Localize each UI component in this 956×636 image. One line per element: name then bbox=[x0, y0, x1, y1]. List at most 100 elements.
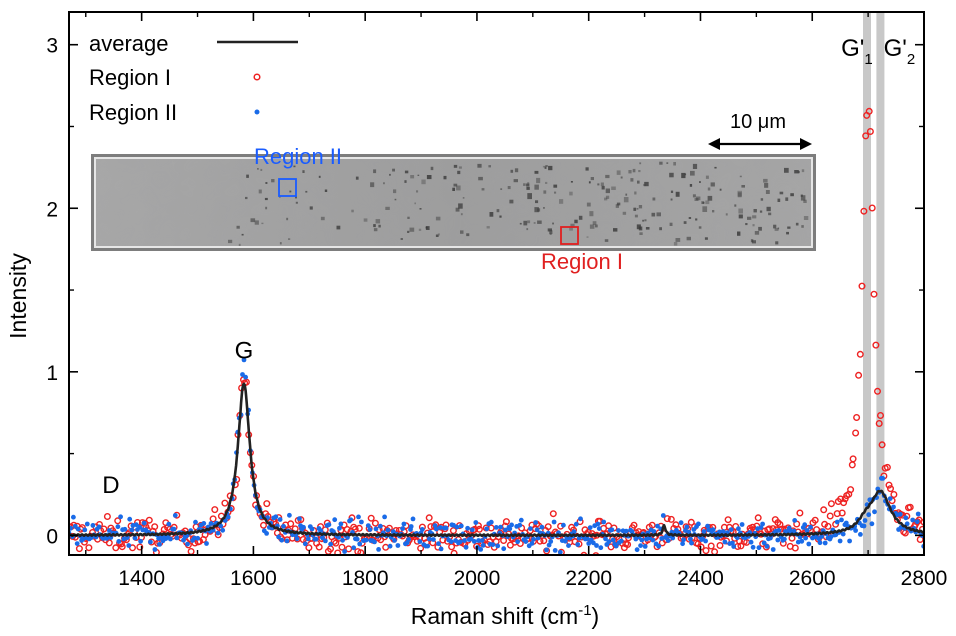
inset-spot bbox=[534, 207, 539, 213]
inset-spot bbox=[527, 182, 530, 185]
region2-point bbox=[359, 519, 364, 525]
inset-spot bbox=[604, 239, 609, 242]
inset-spot bbox=[585, 167, 589, 171]
region1-point bbox=[865, 107, 873, 115]
region2-point bbox=[469, 527, 475, 533]
inset-spot bbox=[656, 212, 661, 217]
region2-point bbox=[437, 525, 443, 530]
inset-spot bbox=[453, 164, 458, 168]
inset-spot bbox=[592, 221, 597, 225]
region2-point bbox=[858, 532, 863, 537]
region2-point bbox=[613, 543, 619, 549]
region1-point bbox=[824, 522, 832, 530]
region2-point bbox=[601, 519, 607, 525]
inset-spot bbox=[616, 170, 621, 175]
region2-point bbox=[129, 527, 135, 533]
inset-spot bbox=[400, 238, 403, 240]
inset-spot bbox=[257, 168, 259, 170]
inset-spot bbox=[416, 190, 419, 193]
region2-point bbox=[575, 542, 581, 547]
inset-spot bbox=[513, 179, 518, 183]
region2-point bbox=[736, 526, 741, 532]
region2-point bbox=[701, 529, 707, 534]
region1-point bbox=[870, 290, 878, 298]
inset-spot bbox=[460, 230, 464, 234]
inset-spot bbox=[458, 203, 463, 209]
inset-spot bbox=[644, 181, 649, 187]
region1-point bbox=[868, 204, 876, 212]
region2-point bbox=[503, 527, 508, 533]
region2-point bbox=[578, 516, 583, 522]
inset-spot bbox=[760, 198, 764, 201]
region2-point bbox=[201, 521, 207, 526]
inset-spot bbox=[604, 197, 608, 201]
region2-point bbox=[639, 537, 645, 543]
inset-spot bbox=[414, 202, 416, 205]
region2-point bbox=[680, 541, 685, 547]
legend: average Region I Region II bbox=[89, 31, 298, 125]
region1-point bbox=[707, 542, 715, 550]
region2-point bbox=[490, 542, 496, 547]
region2-point bbox=[479, 538, 485, 543]
plot-frame bbox=[68, 11, 925, 556]
region2-point bbox=[696, 521, 701, 527]
inset-spot bbox=[250, 218, 256, 223]
inset-spot bbox=[652, 197, 656, 201]
region2-point bbox=[287, 512, 292, 518]
inset-spot bbox=[351, 209, 354, 213]
region2-point bbox=[792, 518, 798, 523]
region2-inset-label: Region II bbox=[254, 144, 342, 169]
region1-point bbox=[128, 544, 136, 552]
inset-spot bbox=[638, 205, 643, 209]
region1-point bbox=[840, 499, 848, 507]
region2-point bbox=[107, 528, 112, 533]
region2-point bbox=[133, 522, 139, 528]
region2-point bbox=[302, 541, 308, 547]
region1-point bbox=[724, 516, 732, 524]
region2-point bbox=[770, 547, 776, 552]
inset-spot bbox=[754, 231, 760, 235]
inset-spot bbox=[719, 188, 722, 191]
region2-point bbox=[215, 530, 221, 536]
inset-spot bbox=[738, 208, 743, 214]
peak-label-1: D bbox=[102, 472, 119, 499]
inset-spot bbox=[803, 199, 807, 203]
region2-point bbox=[596, 526, 602, 531]
x-tick-label: 1600 bbox=[230, 567, 277, 590]
inset-spot bbox=[751, 240, 756, 244]
region2-point bbox=[410, 516, 416, 522]
inset-spot bbox=[739, 175, 742, 178]
region2-point bbox=[305, 536, 311, 542]
inset-spot bbox=[779, 191, 784, 195]
inset-spot bbox=[533, 222, 536, 224]
inset-spot bbox=[630, 178, 634, 182]
region1-point bbox=[332, 539, 340, 547]
region1-point bbox=[754, 514, 762, 522]
inset-spot bbox=[489, 212, 494, 217]
region1-point bbox=[544, 523, 552, 531]
region2-point bbox=[618, 538, 624, 544]
inset-spot bbox=[692, 194, 696, 198]
y-tick-label: 0 bbox=[46, 525, 58, 548]
region2-point bbox=[782, 536, 787, 542]
inset-spot bbox=[570, 223, 575, 228]
region1-point bbox=[475, 525, 483, 533]
region2-point bbox=[862, 518, 868, 523]
inset-spot bbox=[670, 190, 674, 193]
region1-point bbox=[287, 520, 295, 528]
region2-point bbox=[887, 496, 893, 501]
region2-point bbox=[241, 357, 247, 363]
region1-point bbox=[820, 506, 828, 514]
inset-spot bbox=[554, 191, 557, 194]
inset-spot bbox=[437, 233, 440, 236]
inset-spot bbox=[690, 170, 695, 176]
region2-point bbox=[376, 547, 381, 552]
region2-point bbox=[382, 514, 387, 520]
inset-spot bbox=[523, 220, 528, 226]
inset-spot bbox=[786, 231, 789, 235]
region1-point bbox=[371, 519, 379, 527]
region1-point bbox=[211, 506, 219, 514]
region2-point bbox=[891, 504, 896, 510]
region2-point bbox=[431, 537, 436, 542]
x-axis: 1400 1600 1800 2000 2200 2400 2600 2800 bbox=[85, 12, 947, 590]
